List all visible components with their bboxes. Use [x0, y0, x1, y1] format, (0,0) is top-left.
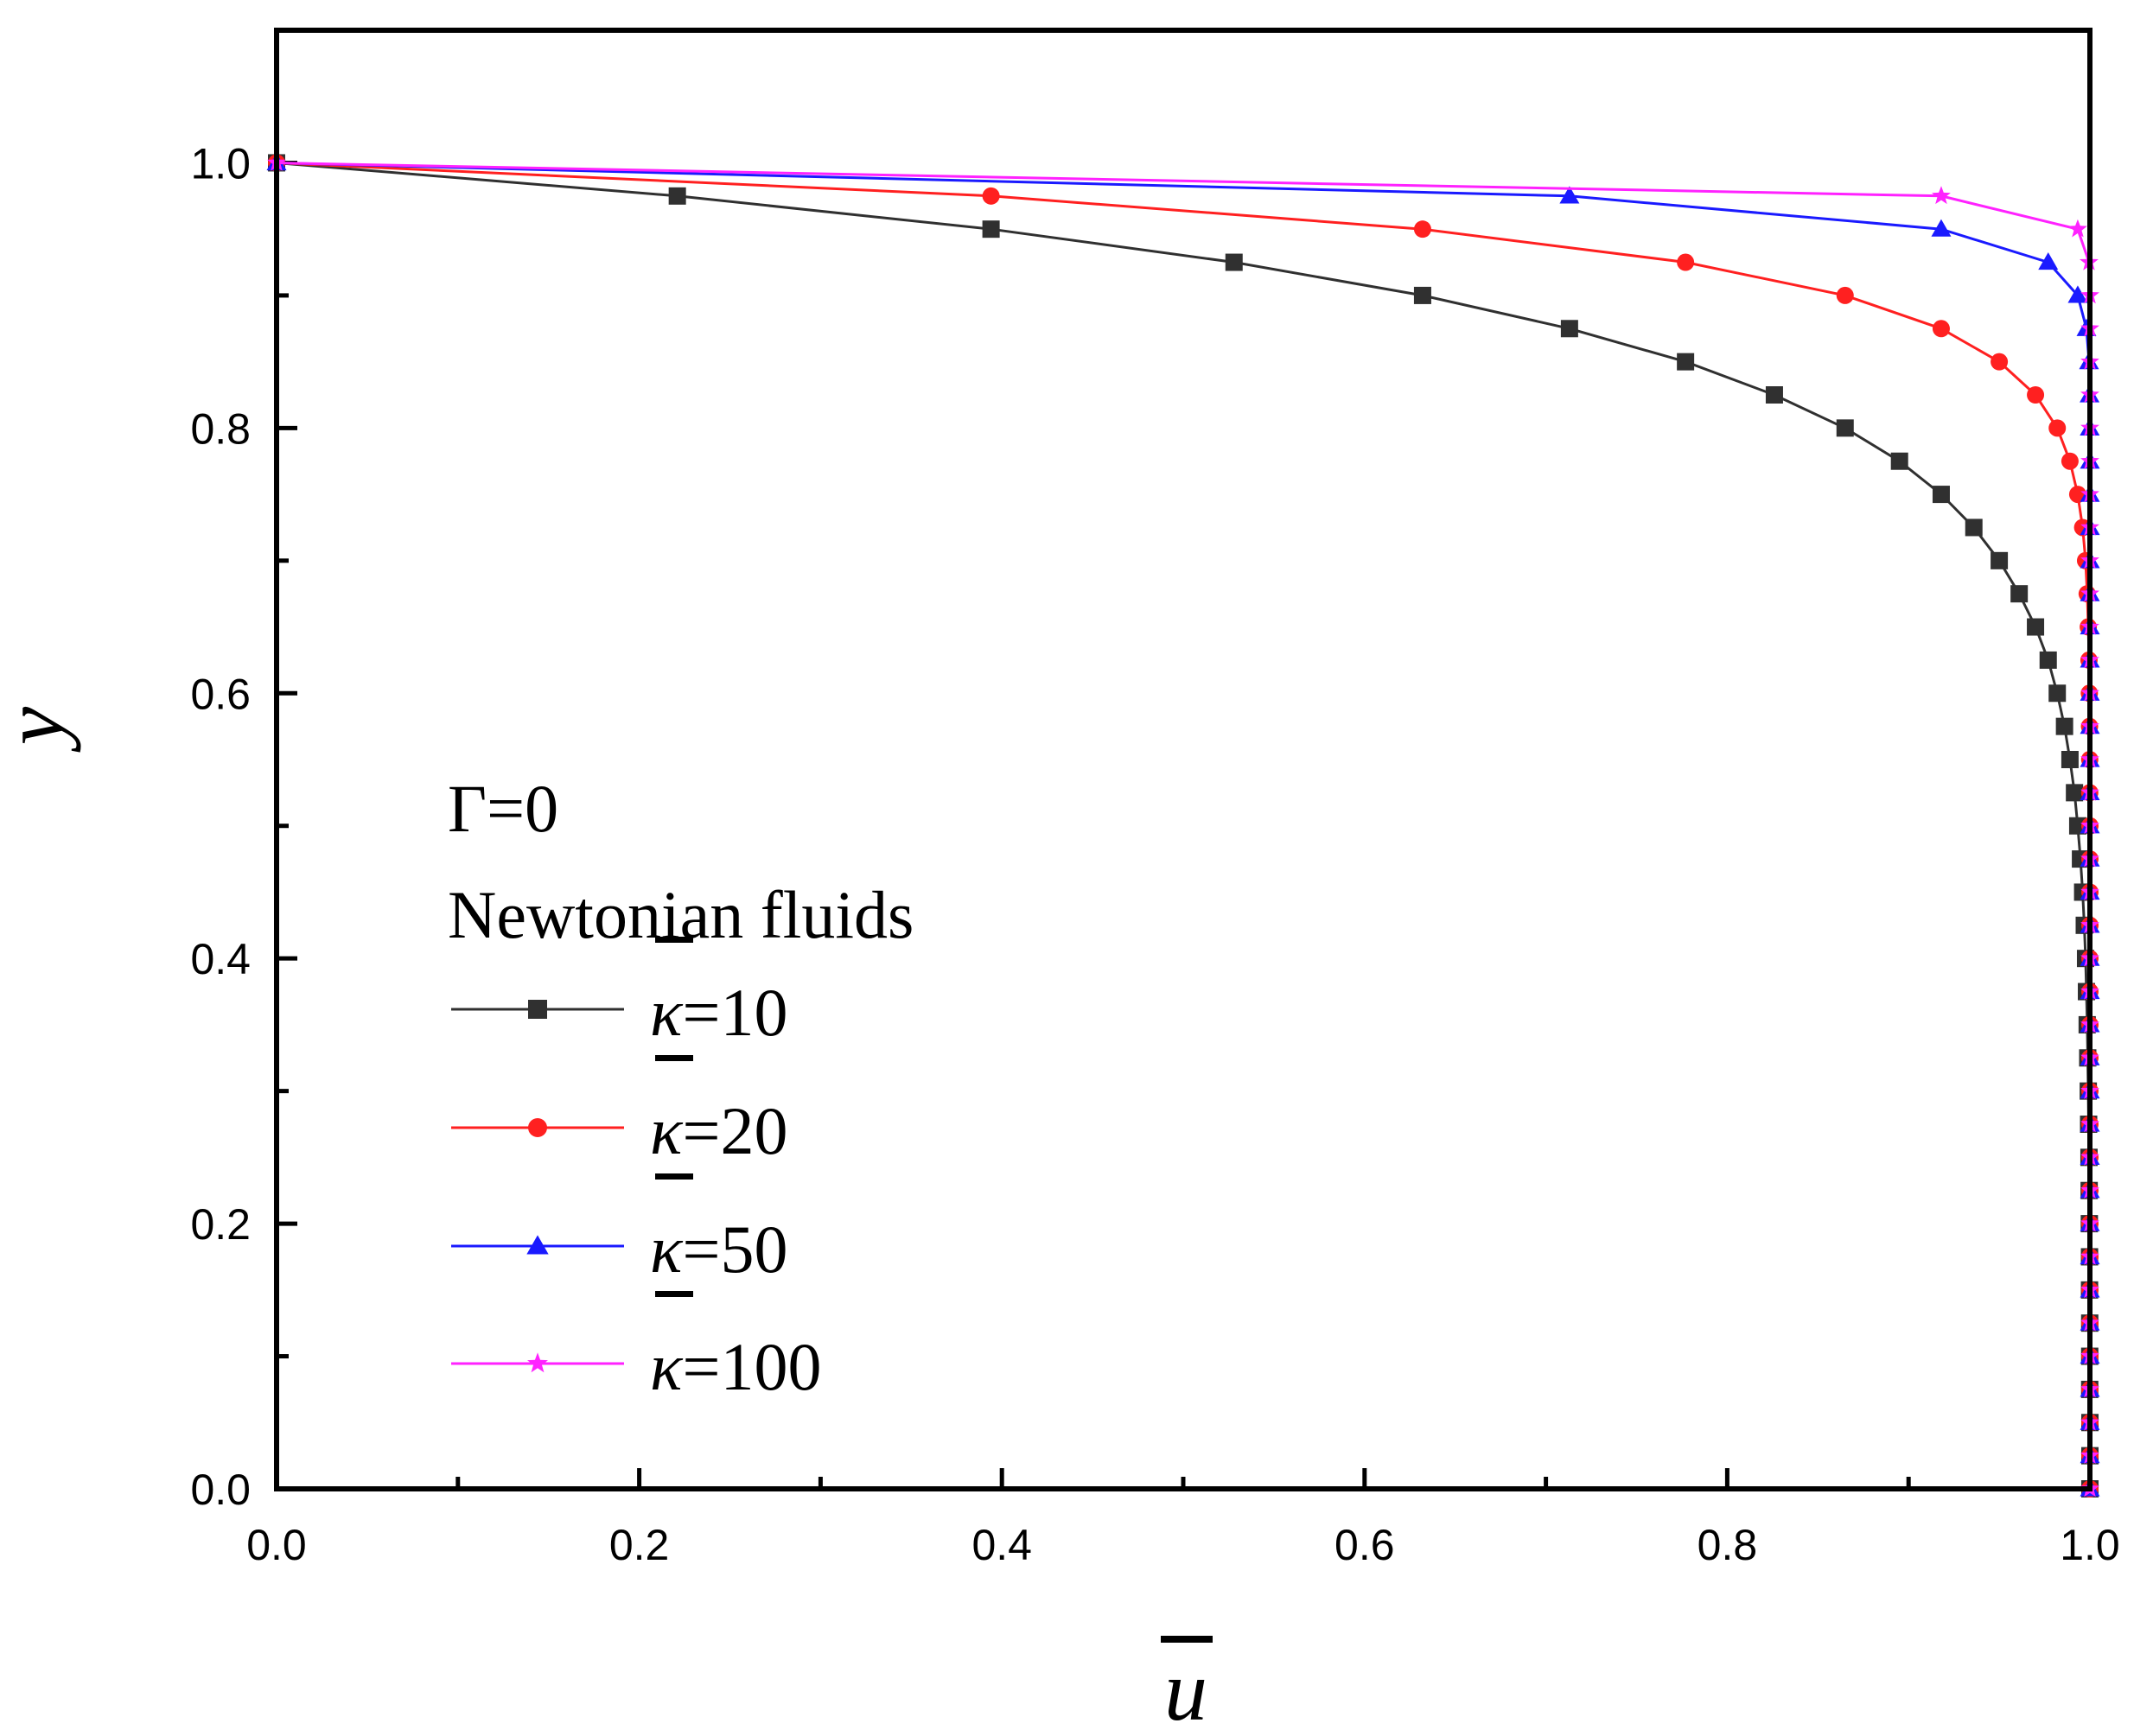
- legend-label: κ=10: [650, 975, 787, 1050]
- data-point-circle: [528, 1118, 547, 1137]
- data-point-square: [668, 187, 686, 205]
- kappa-symbol: κ: [650, 1329, 684, 1404]
- x-axis-label: u: [1164, 1643, 1207, 1736]
- data-point-circle: [2027, 386, 2045, 404]
- kappa-overbar: [655, 1173, 693, 1180]
- axis-tick-labels: 0.0 0.2 0.4 0.6 0.8 1.0 0.0 0.2 0.4 0.6 0.8 1.0: [190, 139, 2119, 1569]
- data-point-square: [1965, 518, 1983, 537]
- legend: κ=10κ=20κ=50κ=100: [451, 937, 821, 1404]
- y-axis-title: y: [0, 706, 81, 753]
- data-point-circle: [1932, 320, 1950, 338]
- data-point-circle: [1836, 286, 1854, 304]
- y-tick-label: 0.0: [190, 1466, 251, 1514]
- legend-label: κ=20: [650, 1093, 787, 1168]
- legend-value: =100: [682, 1329, 821, 1404]
- legend-label: κ=50: [650, 1211, 787, 1287]
- kappa-overbar: [655, 1055, 693, 1061]
- legend-label: κ=100: [650, 1329, 821, 1404]
- data-point-circle: [1991, 353, 2009, 371]
- data-point-square: [2061, 751, 2079, 768]
- data-point-square: [982, 220, 1000, 238]
- legend-entry: κ=10: [451, 937, 787, 1050]
- y-tick-label: 0.4: [190, 935, 251, 983]
- data-point-star: [527, 1352, 548, 1373]
- plot-frame: [274, 28, 2092, 1491]
- data-point-square: [1890, 452, 1908, 470]
- data-point-square: [1225, 253, 1243, 271]
- data-point-square: [1560, 320, 1578, 338]
- data-point-circle: [982, 187, 1000, 205]
- data-point-square: [2048, 684, 2067, 703]
- data-point-square: [2055, 717, 2073, 735]
- x-axis-title: u: [1161, 1636, 1213, 1736]
- data-point-square: [2027, 618, 2045, 636]
- y-axis-label: y: [0, 706, 81, 753]
- x-axis-overbar: [1161, 1636, 1213, 1643]
- data-point-circle: [1677, 253, 1695, 271]
- data-point-triangle: [2038, 252, 2059, 270]
- y-tick-label: 0.2: [190, 1200, 251, 1249]
- y-tick-label: 0.8: [190, 404, 251, 453]
- gamma-annotation: Γ=0: [448, 771, 558, 846]
- x-tick-label: 1.0: [2060, 1521, 2120, 1569]
- data-point-square: [1836, 419, 1854, 437]
- kappa-symbol: κ: [650, 975, 684, 1050]
- legend-value: =10: [682, 975, 787, 1050]
- data-point-star: [1932, 186, 1951, 205]
- legend-entry: κ=20: [451, 1055, 787, 1168]
- data-point-triangle: [2067, 285, 2088, 303]
- data-point-triangle: [526, 1235, 549, 1255]
- data-point-square: [1991, 551, 2009, 569]
- annotation-block: Γ=0 Newtonian fluids: [448, 771, 914, 952]
- x-tick-label: 0.8: [1698, 1521, 1758, 1569]
- legend-value: =50: [682, 1211, 787, 1287]
- data-point-square: [1677, 353, 1695, 371]
- data-point-circle: [1413, 220, 1431, 238]
- data-point-circle: [2048, 419, 2067, 437]
- data-point-square: [1765, 386, 1783, 404]
- kappa-overbar: [655, 1291, 693, 1297]
- data-point-square: [528, 1000, 547, 1019]
- data-point-square: [2010, 585, 2029, 603]
- kappa-symbol: κ: [650, 1093, 684, 1168]
- y-tick-label: 0.6: [190, 670, 251, 718]
- data-point-square: [2039, 651, 2057, 669]
- axis-ticks: [274, 28, 2092, 1491]
- kappa-overbar: [655, 937, 693, 943]
- x-tick-label: 0.4: [971, 1521, 1032, 1569]
- x-tick-label: 0.6: [1334, 1521, 1395, 1569]
- data-point-circle: [2061, 452, 2079, 470]
- legend-value: =20: [682, 1093, 787, 1168]
- data-point-triangle: [1559, 186, 1580, 204]
- data-point-star: [2068, 219, 2087, 238]
- data-point-square: [1413, 286, 1431, 304]
- legend-entry: κ=100: [451, 1291, 821, 1404]
- data-point-triangle: [1931, 219, 1952, 237]
- data-point-square: [2066, 784, 2084, 802]
- kappa-symbol: κ: [650, 1211, 684, 1287]
- legend-entry: κ=50: [451, 1173, 787, 1287]
- y-tick-label: 1.0: [190, 139, 251, 188]
- data-point-square: [1932, 486, 1950, 504]
- x-tick-label: 0.2: [609, 1521, 670, 1569]
- x-tick-label: 0.0: [246, 1521, 307, 1569]
